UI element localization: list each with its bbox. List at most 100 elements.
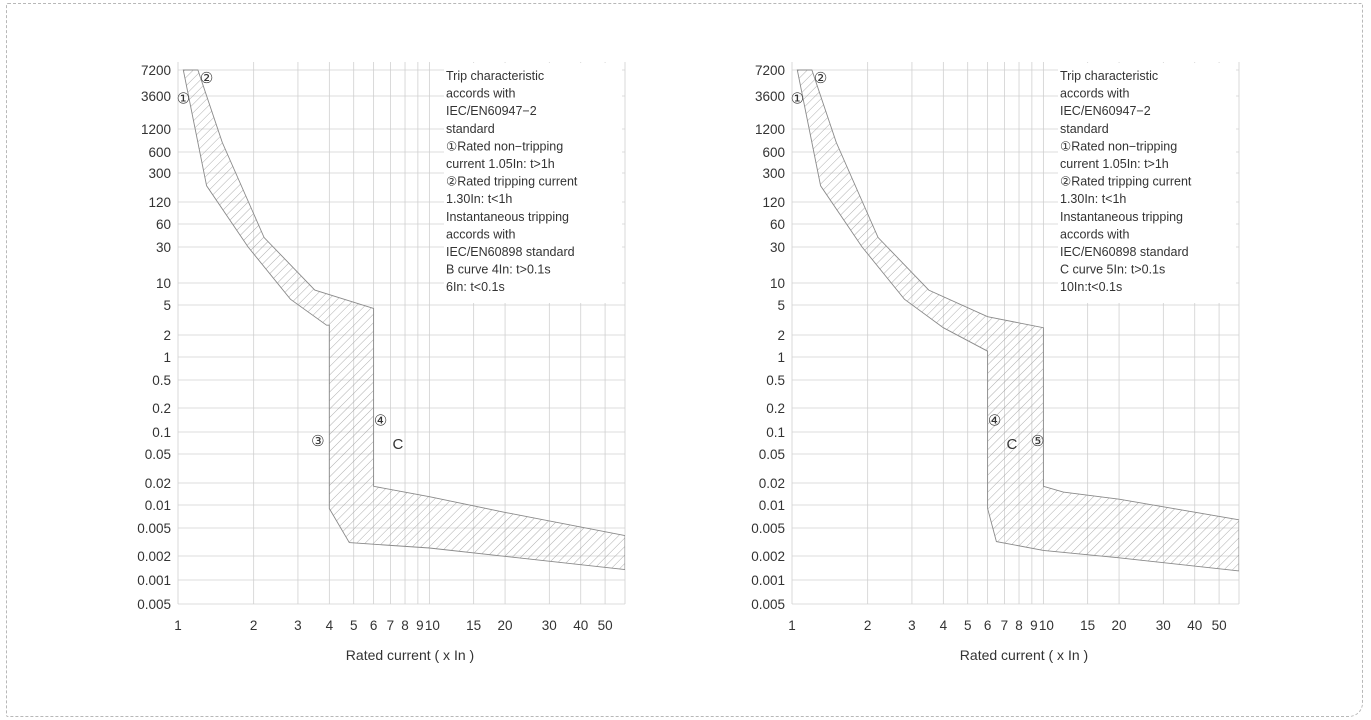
x-tick-labels: 1 2 3 4 5 6 7 8 9 10 15 20 30 40 50 — [174, 618, 612, 633]
x-tick-label: 2 — [250, 618, 258, 633]
annotation-line: standard — [1060, 122, 1109, 136]
y-tick-label: 0.2 — [766, 401, 785, 416]
y-tick-label: 0.1 — [152, 425, 171, 440]
y-tick-label: 1200 — [755, 122, 785, 137]
y-tick-label: 0.005 — [751, 521, 785, 536]
x-axis-label: Rated current ( x In ) — [346, 647, 474, 663]
annotation-line: accords with — [1060, 87, 1130, 101]
y-tick-label: 0.001 — [137, 573, 171, 588]
annotation-line: Instantaneous tripping — [446, 210, 569, 224]
y-tick-label: 0.5 — [152, 373, 171, 388]
y-tick-label: 0.2 — [152, 401, 171, 416]
y-tick-label: 0.05 — [759, 447, 785, 462]
marker-label: C — [1007, 436, 1018, 453]
x-tick-label: 30 — [1156, 618, 1171, 633]
y-tick-label: 0.1 — [766, 425, 785, 440]
y-tick-label: 10 — [770, 276, 785, 291]
x-tick-label: 7 — [1001, 618, 1009, 633]
y-tick-label: 30 — [770, 240, 785, 255]
y-tick-label: 0.005 — [751, 597, 785, 612]
y-tick-label: 5 — [777, 298, 785, 313]
x-tick-label: 4 — [326, 618, 334, 633]
x-tick-label: 7 — [387, 618, 395, 633]
x-tick-label: 3 — [908, 618, 916, 633]
y-tick-label: 10 — [156, 276, 171, 291]
annotation-line: IEC/EN60898 standard — [1060, 245, 1189, 259]
x-tick-label: 6 — [370, 618, 378, 633]
annotation-line: ①Rated non−tripping — [1060, 139, 1177, 153]
annotation-line: 1.30In: t<1h — [1060, 192, 1126, 206]
x-tick-label: 50 — [598, 618, 613, 633]
trip-band — [182, 69, 625, 571]
x-tick-label: 20 — [1112, 618, 1127, 633]
annotation-line: Trip characteristic — [1060, 69, 1158, 83]
y-tick-label: 1 — [163, 350, 171, 365]
x-tick-label: 15 — [466, 618, 481, 633]
annotation-text: Trip characteristic accords with IEC/EN609… — [446, 69, 578, 294]
x-tick-label: 9 — [1030, 618, 1038, 633]
annotation-line: Instantaneous tripping — [1060, 210, 1183, 224]
x-tick-label: 10 — [1039, 618, 1054, 633]
y-tick-label: 0.01 — [759, 498, 785, 513]
y-tick-label: 0.005 — [137, 597, 171, 612]
annotation-line: current 1.05In: t>1h — [446, 157, 555, 171]
x-tick-label: 3 — [294, 618, 302, 633]
y-tick-label: 0.5 — [766, 373, 785, 388]
y-tick-labels: 7200 3600 1200 600 300 120 60 30 10 5 2 1 0.5 0.2 0.1 0… — [751, 63, 785, 612]
y-tick-label: 5 — [163, 298, 171, 313]
x-tick-label: 2 — [864, 618, 872, 633]
trip-curve-chart-b: Trip characteristic accords with IEC/EN609… — [137, 62, 626, 663]
y-tick-label: 300 — [148, 166, 171, 181]
y-tick-label: 2 — [163, 328, 171, 343]
y-tick-label: 1200 — [141, 122, 171, 137]
x-tick-label: 8 — [1015, 618, 1023, 633]
annotation-line: IEC/EN60947−2 — [1060, 104, 1151, 118]
y-tick-label: 2 — [777, 328, 785, 343]
y-tick-label: 0.002 — [751, 549, 785, 564]
trip-band — [796, 69, 1239, 572]
y-tick-label: 0.002 — [137, 549, 171, 564]
trip-curve-chart-c: Trip characteristic accords with IEC/EN609… — [751, 62, 1240, 663]
marker-label: ① — [177, 91, 190, 108]
y-tick-label: 600 — [148, 145, 171, 160]
x-tick-label: 40 — [1187, 618, 1202, 633]
y-tick-label: 0.02 — [145, 476, 171, 491]
y-tick-label: 60 — [770, 217, 785, 232]
x-tick-label: 5 — [350, 618, 358, 633]
y-tick-label: 0.02 — [759, 476, 785, 491]
y-tick-label: 60 — [156, 217, 171, 232]
y-tick-label: 120 — [148, 195, 171, 210]
y-tick-labels: 7200 3600 1200 600 300 120 60 30 10 5 2 1 0.5 0.2 0.1 0… — [137, 63, 171, 612]
y-tick-label: 0.05 — [145, 447, 171, 462]
marker-label: ① — [791, 91, 804, 108]
x-tick-label: 1 — [174, 618, 182, 633]
annotation-line: accords with — [446, 87, 516, 101]
x-axis-label: Rated current ( x In ) — [960, 647, 1088, 663]
marker-label: ④ — [374, 412, 387, 429]
x-tick-label: 50 — [1212, 618, 1227, 633]
annotation-line: B curve 4In: t>0.1s — [446, 263, 551, 277]
annotation-line: ②Rated tripping current — [446, 175, 578, 189]
y-tick-label: 300 — [762, 166, 785, 181]
figure-frame — [6, 3, 1363, 717]
marker-label: ② — [814, 70, 827, 87]
curve-markers: ①② ④C ⑤ — [791, 70, 1045, 453]
x-tick-label: 5 — [964, 618, 972, 633]
y-tick-label: 0.005 — [137, 521, 171, 536]
annotation-line: C curve 5In: t>0.1s — [1060, 263, 1165, 277]
curve-markers: ①② ③ ④C — [177, 70, 404, 453]
annotation-line: IEC/EN60947−2 — [446, 104, 537, 118]
marker-label: ⑤ — [1031, 433, 1044, 450]
x-tick-label: 8 — [401, 618, 409, 633]
x-tick-labels: 1 2 3 4 5 6 7 8 9 10 15 20 30 40 50 — [788, 618, 1226, 633]
annotation-line: ①Rated non−tripping — [446, 139, 563, 153]
annotation-box — [1058, 63, 1236, 303]
annotation-line: 6In: t<0.1s — [446, 280, 505, 294]
y-tick-label: 0.01 — [145, 498, 171, 513]
x-tick-label: 40 — [573, 618, 588, 633]
x-tick-label: 30 — [542, 618, 557, 633]
y-tick-label: 7200 — [141, 63, 171, 78]
y-tick-label: 120 — [762, 195, 785, 210]
x-tick-label: 20 — [498, 618, 513, 633]
annotation-line: IEC/EN60898 standard — [446, 245, 575, 259]
